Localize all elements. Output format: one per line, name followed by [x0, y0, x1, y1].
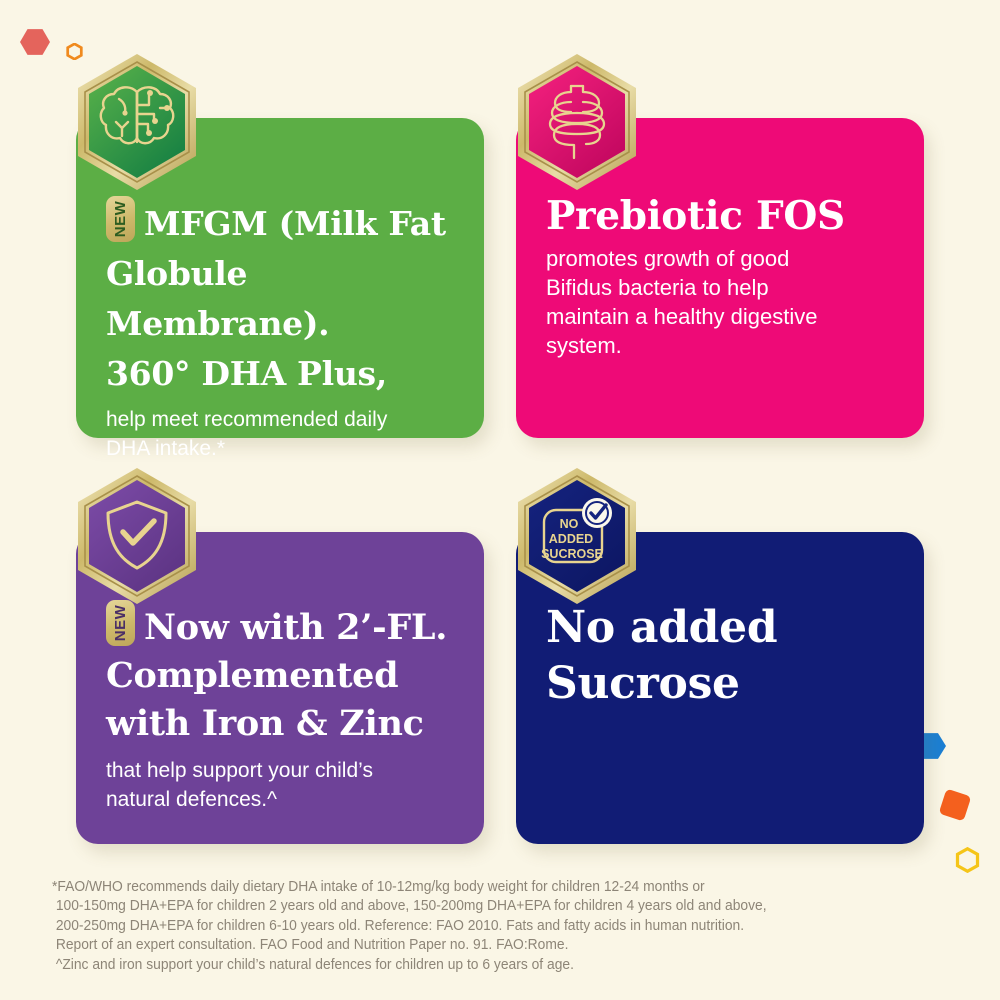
- decor-red-hexagon: [20, 27, 50, 57]
- badge-sucrose-line-3: SUCROSE: [541, 547, 603, 561]
- footnote-line: 100-150mg DHA+EPA for children 2 years o…: [55, 898, 767, 915]
- card-subline-2fl: that help support your child’s natural d…: [106, 759, 373, 811]
- badge-prebiotic: [514, 52, 640, 192]
- card-headline-mfgm: NEW MFGM (Milk Fat Globule Membrane). 360…: [106, 196, 460, 399]
- card-content-mfgm: NEW MFGM (Milk Fat Globule Membrane). 360…: [106, 196, 460, 463]
- decor-orange-hexagon-outline-icon: [66, 43, 83, 60]
- card-headline-sucrose: No added Sucrose: [546, 602, 778, 709]
- card-content-prebiotic: Prebiotic FOS promotes growth of good Bi…: [546, 190, 900, 360]
- footnote-line: *FAO/WHO recommends daily dietary DHA in…: [52, 879, 705, 895]
- badge-sucrose-line-1: NO: [560, 517, 579, 531]
- decor-yellow-hexagon-outline-icon: [955, 847, 980, 873]
- new-badge-2fl: NEW: [106, 600, 135, 646]
- badge-mfgm: [74, 52, 200, 192]
- badge-2fl: [74, 466, 200, 606]
- decor-orange-rounded-square: [938, 788, 972, 822]
- badge-sucrose-line-2: ADDED: [549, 532, 593, 546]
- card-headline-2fl: NEW Now with 2’-FL. Complemented with Iro…: [106, 600, 460, 748]
- new-badge-mfgm: NEW: [106, 196, 135, 242]
- badge-sucrose: NO ADDED SUCROSE: [514, 466, 640, 606]
- card-subline-prebiotic: promotes growth of good Bifidus bacteria…: [546, 246, 818, 358]
- feature-card-2fl: NEW Now with 2’-FL. Complemented with Iro…: [76, 532, 484, 844]
- card-subline-mfgm: help meet recommended daily DHA intake.*: [106, 408, 388, 460]
- footnote-line: Report of an expert consultation. FAO Fo…: [55, 937, 569, 954]
- footnote-line: 200-250mg DHA+EPA for children 6-10 year…: [55, 917, 745, 934]
- feature-card-prebiotic: Prebiotic FOS promotes growth of good Bi…: [516, 118, 924, 438]
- footnote: *FAO/WHO recommends daily dietary DHA in…: [52, 878, 921, 975]
- card-headline-prebiotic: Prebiotic FOS: [546, 193, 845, 239]
- footnote-line: ^Zinc and iron support your child’s natu…: [55, 956, 574, 973]
- card-content-sucrose: No added Sucrose: [546, 600, 900, 712]
- card-content-2fl: NEW Now with 2’-FL. Complemented with Iro…: [106, 600, 460, 814]
